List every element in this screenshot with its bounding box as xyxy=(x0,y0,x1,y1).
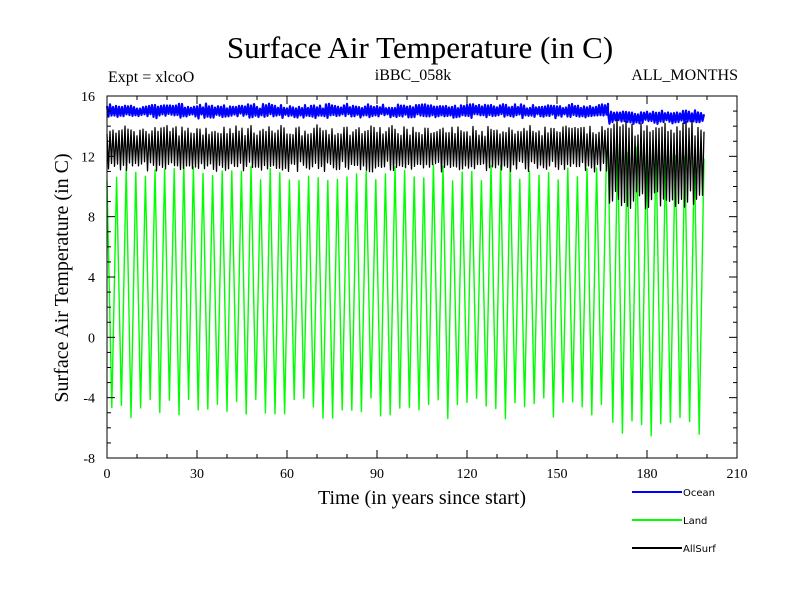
x-tick-label: 150 xyxy=(547,467,568,482)
legend-label-land: Land xyxy=(683,516,707,527)
x-tick-label: 90 xyxy=(370,467,384,482)
x-tick-label: 60 xyxy=(280,467,294,482)
x-tick-label: 180 xyxy=(637,467,658,482)
x-axis-label: Time (in years since start) xyxy=(318,487,526,509)
legend-label-ocean: Ocean xyxy=(683,488,715,499)
series-line-land xyxy=(106,140,705,437)
y-tick-label: -4 xyxy=(83,392,95,407)
chart-title: Surface Air Temperature (in C) xyxy=(227,30,613,65)
series-line-allsurf xyxy=(106,118,705,210)
legend: Ocean Land AllSurf xyxy=(632,488,716,555)
y-tick-label: -8 xyxy=(83,452,95,467)
series-layer xyxy=(105,102,706,437)
x-tick-label: 210 xyxy=(727,467,748,482)
experiment-label: Expt = xlcoO xyxy=(108,69,194,86)
y-tick-label: 4 xyxy=(88,271,95,286)
x-tick-label: 30 xyxy=(190,467,204,482)
axes-layer: 0 30 60 90 120 150 180 210 -8 -4 0 4 8 12 16 xyxy=(81,90,748,482)
y-axis-label: Surface Air Temperature (in C) xyxy=(51,153,73,402)
legend-label-allsurf: AllSurf xyxy=(683,544,716,555)
y-tick-label: 16 xyxy=(81,90,95,105)
run-label: iBBC_058k xyxy=(375,67,451,84)
months-label: ALL_MONTHS xyxy=(631,67,738,84)
y-tick-label: 0 xyxy=(88,331,95,346)
x-tick-label: 0 xyxy=(104,467,111,482)
x-tick-label: 120 xyxy=(457,467,478,482)
series-line-ocean xyxy=(105,102,706,126)
y-tick-label: 8 xyxy=(88,211,95,226)
y-tick-label: 12 xyxy=(81,150,95,165)
